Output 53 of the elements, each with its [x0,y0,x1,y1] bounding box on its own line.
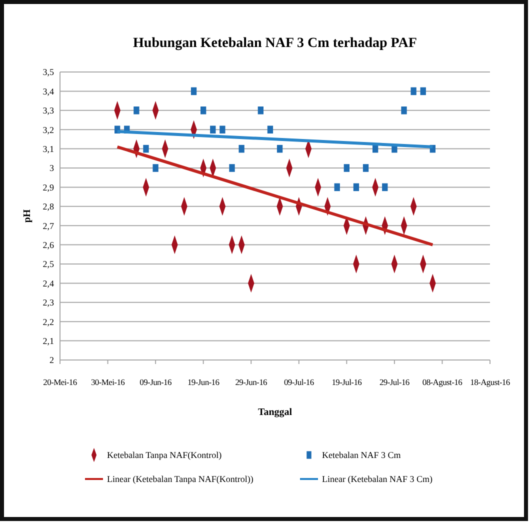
x-tick-label: 29-Jun-16 [235,377,268,387]
y-tick-label: 2,7 [42,220,54,231]
y-tick-label: 3,4 [42,86,54,96]
y-tick-label: 3 [50,163,54,174]
legend-label: Ketebalan NAF 3 Cm [322,450,401,460]
y-tick-label: 3,5 [42,67,54,78]
y-tick-label: 3,2 [42,124,54,135]
y-tick-label: 2,6 [42,240,54,250]
point [267,126,274,134]
point [190,87,197,96]
y-tick-label: 3,1 [42,144,54,154]
point [362,164,369,172]
point [143,144,149,153]
point [210,126,216,134]
x-tick-label: 09-Jun-16 [140,377,172,387]
y-tick-label: 3,3 [42,106,54,116]
point [134,106,140,114]
y-tick-label: 2 [50,355,54,366]
legend-label: Linear (Ketebalan Tanpa NAF(Kontrol)) [107,474,254,484]
point [220,126,226,134]
point [238,144,244,153]
point [401,106,407,114]
point [420,87,426,96]
y-tick-label: 2,5 [42,259,54,270]
y-tick-label: 2,1 [42,336,54,346]
point [344,164,350,172]
x-tick-label: 19-Jun-16 [187,377,220,387]
x-tick-label: 09-Jul-16 [284,377,314,387]
y-tick-label: 2,3 [42,298,54,308]
point [200,106,206,114]
y-tick-label: 2,8 [42,202,54,212]
x-tick-label: 08-Agust-16 [422,377,462,387]
y-tick-label: 2,2 [42,316,54,327]
x-tick-label: 30-Mei-16 [90,377,125,387]
legend-label: Linear (Ketebalan NAF 3 Cm) [322,474,432,484]
point [258,106,264,114]
point [229,164,235,172]
point [382,183,388,192]
x-tick-label: 18-Agust-16 [470,377,510,387]
point [276,144,283,153]
y-axis-title: pH [22,209,33,223]
x-tick-label: 19-Jul-16 [332,377,362,387]
legend-label: Ketebalan Tanpa NAF(Kontrol) [107,450,222,460]
point [410,87,416,96]
x-tick-label: 29-Jul-16 [380,377,410,387]
chart-title: Hubungan Ketebalan NAF 3 Cm terhadap PAF [133,36,417,51]
x-tick-label: 20-Mei-16 [43,377,77,387]
y-tick-label: 2,4 [42,278,54,288]
point [353,183,360,192]
x-axis-title: Tanggal [258,407,292,418]
y-tick-label: 2,9 [42,182,54,192]
point [152,164,158,172]
point [334,183,340,192]
